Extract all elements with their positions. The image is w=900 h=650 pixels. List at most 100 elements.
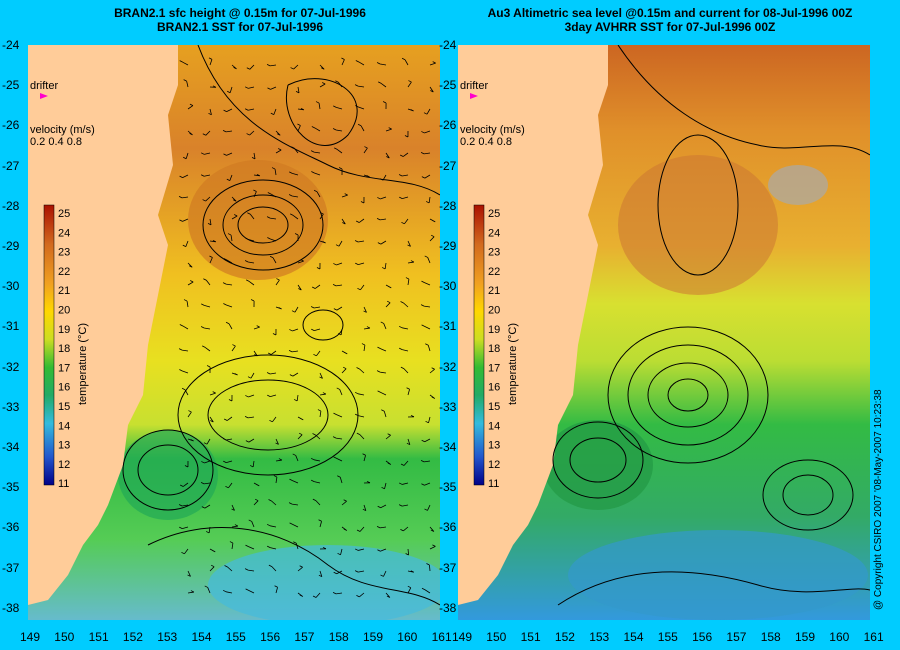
colorbar-title-right: temperature (°C) [507, 323, 519, 405]
velocity-arrow [407, 414, 415, 418]
velocity-arrow [341, 499, 347, 506]
velocity-arrow [407, 108, 414, 112]
velocity-arrow [179, 526, 189, 530]
velocity-arrow [201, 303, 211, 308]
velocity-arrow [202, 345, 211, 352]
velocity-arrow [421, 280, 431, 286]
velocity-arrow [223, 303, 233, 308]
velocity-arrow [421, 130, 431, 134]
velocity-arrow [268, 499, 277, 506]
axis-tick-label: -36 [2, 520, 20, 535]
velocity-arrow [222, 589, 233, 594]
velocity-arrow [377, 504, 387, 509]
velocity-arrow [381, 409, 387, 418]
velocity-arrow [207, 218, 212, 226]
axis-tick-label: 151 [520, 630, 541, 644]
velocity-arrow [253, 482, 260, 487]
velocity-arrow [354, 84, 365, 88]
axis-tick-label: 154 [191, 630, 212, 644]
velocity-arrow [222, 438, 233, 441]
velocity-arrow [377, 240, 387, 245]
velocity-arrow [247, 372, 255, 379]
velocity-arrow [407, 80, 412, 88]
velocity-arrow [425, 343, 431, 352]
velocity-arrow [245, 237, 255, 242]
velocity-arrow [333, 570, 343, 575]
velocity-arrow [382, 101, 387, 110]
velocity-arrow [360, 196, 365, 204]
velocity-arrow [178, 348, 189, 352]
velocity-arrow [267, 394, 277, 398]
velocity-arrow [429, 394, 436, 399]
velocity-arrow [244, 260, 255, 264]
left-title-line2: BRAN2.1 SST for 07-Jul-1996 [156, 20, 324, 34]
velocity-arrow [275, 148, 282, 154]
axis-tick-label: 160 [829, 630, 850, 644]
velocity-arrow [203, 278, 211, 286]
colorbar-tick-label: 14 [58, 420, 70, 432]
velocity-arrow [421, 482, 431, 486]
velocity-arrow [362, 453, 366, 462]
velocity-arrow [246, 64, 255, 70]
velocity-arrow [341, 366, 347, 374]
velocity-arrow [407, 260, 415, 264]
drifter-label: drifter [30, 80, 58, 92]
right-title-line2: 3day AVHRR SST for 07-Jul-1996 00Z [564, 20, 776, 34]
right-cool-eddy [543, 420, 653, 510]
colorbar-tick-label: 23 [58, 247, 70, 259]
velocity-arrow [376, 62, 387, 66]
axis-tick-label: -29 [439, 239, 457, 253]
velocity-arrow [275, 278, 280, 286]
velocity-arrow [310, 457, 321, 462]
velocity-arrow [181, 548, 189, 555]
velocity-arrow [208, 57, 213, 66]
velocity-arrow [269, 255, 277, 264]
axis-tick-label: -25 [439, 78, 457, 93]
velocity-arrow [200, 152, 211, 155]
velocity-arrow [274, 585, 278, 594]
velocity-arrow [336, 387, 343, 396]
velocity-arrow [275, 438, 279, 445]
velocity-arrow [293, 541, 299, 550]
axis-tick-label: 159 [795, 630, 816, 644]
colorbar-tick-label: 13 [58, 440, 70, 452]
velocity-arrow [355, 60, 365, 66]
axis-tick-label: 152 [554, 630, 575, 644]
velocity-arrow [377, 548, 387, 552]
velocity-arrow [222, 282, 233, 286]
colorbar-tick-label: 22 [58, 266, 70, 278]
velocity-arrow [179, 369, 189, 374]
axis-tick-label: 155 [657, 630, 678, 644]
velocity-arrow [268, 564, 277, 572]
velocity-arrow [337, 548, 343, 556]
velocity-arrow [399, 152, 409, 157]
velocity-arrow [231, 504, 235, 511]
velocity-arrow [231, 196, 237, 202]
velocity-arrow [200, 174, 211, 177]
velocity-arrow [209, 564, 215, 572]
velocity-arrow [429, 86, 434, 93]
axis-tick-label: -27 [2, 158, 20, 173]
velocity-legend-scale: 0.2 0.4 0.8 [30, 136, 82, 148]
velocity-arrow [231, 372, 238, 376]
velocity-arrow [407, 585, 412, 594]
velocity-arrow [205, 526, 211, 534]
axis-tick-label: -34 [2, 440, 20, 454]
velocity-arrow [182, 240, 189, 247]
left-cool-eddy [118, 430, 218, 520]
velocity-arrow [209, 85, 217, 88]
velocity-arrow [356, 592, 365, 598]
velocity-arrow [363, 174, 370, 178]
velocity-arrow [357, 123, 365, 132]
velocity-arrow [313, 350, 321, 357]
axis-tick-label: 157 [726, 630, 747, 644]
velocity-arrow [334, 147, 343, 154]
velocity-arrow [317, 409, 322, 418]
axis-tick-label: -32 [2, 359, 20, 374]
velocity-arrow [385, 433, 391, 440]
velocity-arrow [295, 86, 300, 94]
velocity-arrow [179, 174, 189, 178]
velocity-arrow [311, 328, 321, 332]
colorbar-tick-label: 25 [488, 208, 500, 220]
colorbar-tick-label: 16 [58, 382, 70, 394]
